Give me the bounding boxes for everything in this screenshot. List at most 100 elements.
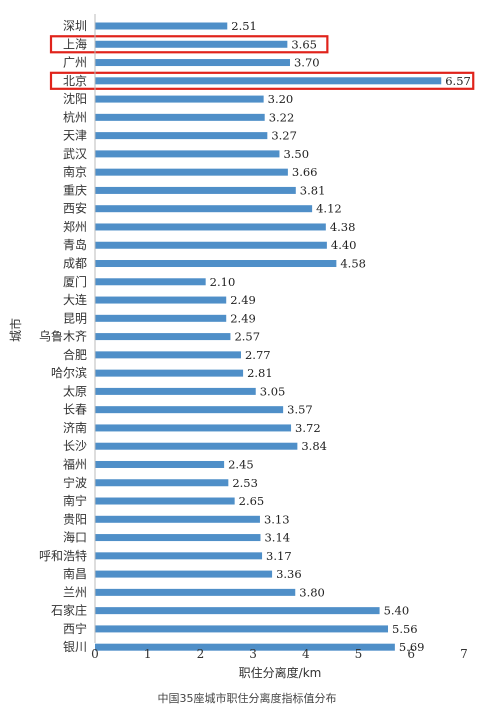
bar <box>95 314 227 322</box>
value-label: 3.81 <box>300 183 326 197</box>
value-label: 5.56 <box>392 622 418 636</box>
bar <box>95 333 231 341</box>
value-label: 4.38 <box>330 220 356 234</box>
category-label: 西安 <box>63 201 87 216</box>
bar <box>95 113 265 121</box>
category-label: 昆明 <box>63 311 87 325</box>
bar <box>95 40 288 48</box>
value-label: 3.57 <box>287 403 313 417</box>
bar <box>95 643 395 651</box>
category-label: 兰州 <box>63 585 87 599</box>
category-label: 长沙 <box>63 439 87 453</box>
bars-group <box>95 22 442 651</box>
value-label: 3.17 <box>266 549 292 563</box>
category-label: 石家庄 <box>51 603 87 618</box>
category-label: 沈阳 <box>63 91 87 106</box>
category-label: 郑州 <box>63 219 87 234</box>
bar <box>95 168 288 176</box>
value-label: 2.77 <box>245 348 271 362</box>
bar <box>95 77 442 85</box>
category-label: 福州 <box>63 456 87 471</box>
bar <box>95 205 313 213</box>
category-label: 哈尔滨 <box>51 365 87 380</box>
bar <box>95 515 260 523</box>
value-label: 2.53 <box>232 476 258 490</box>
bar <box>95 186 296 194</box>
value-label: 3.13 <box>264 512 290 526</box>
value-label: 3.65 <box>291 37 317 51</box>
value-label: 3.20 <box>268 92 294 106</box>
x-tick-label: 1 <box>144 647 152 661</box>
category-label: 重庆 <box>63 183 87 197</box>
bar <box>95 369 244 377</box>
category-label: 南京 <box>63 164 87 179</box>
x-axis: 0 1 2 3 4 5 6 7 <box>91 14 468 661</box>
value-label: 2.49 <box>230 311 256 325</box>
category-label: 青岛 <box>63 237 87 252</box>
bar <box>95 460 225 468</box>
category-labels: 深圳上海广州北京沈阳杭州天津武汉南京重庆西安郑州青岛成都厦门大连昆明乌鲁木齐合肥… <box>39 19 87 654</box>
value-label: 2.10 <box>210 275 236 289</box>
bar <box>95 296 227 304</box>
value-label: 3.36 <box>276 567 302 581</box>
bar <box>95 150 280 158</box>
category-label: 深圳 <box>63 19 87 33</box>
x-tick-label: 4 <box>302 647 310 661</box>
highlight-box <box>49 35 329 54</box>
bar <box>95 625 389 633</box>
value-label: 3.70 <box>294 56 320 70</box>
category-label: 乌鲁木齐 <box>39 329 87 344</box>
category-label: 武汉 <box>63 147 87 161</box>
value-label: 5.69 <box>399 640 425 654</box>
bar <box>95 59 290 67</box>
bar <box>95 588 296 596</box>
category-label: 贵阳 <box>63 512 87 526</box>
x-tick-label: 2 <box>197 647 205 661</box>
bar <box>95 132 268 140</box>
bar <box>95 406 284 414</box>
x-tick-label: 6 <box>407 647 415 661</box>
value-label: 4.58 <box>340 257 366 271</box>
bar <box>95 351 241 359</box>
x-axis-title: 职住分离度/km <box>239 665 322 680</box>
bar <box>95 479 229 487</box>
highlight-boxes <box>49 35 475 90</box>
x-tick-label: 0 <box>91 647 99 661</box>
x-tick-label: 7 <box>460 647 468 661</box>
category-label: 天津 <box>63 129 87 143</box>
value-label: 3.05 <box>260 384 286 398</box>
value-label: 3.66 <box>292 165 318 179</box>
category-label: 呼和浩特 <box>39 548 87 563</box>
bar <box>95 552 263 560</box>
category-label: 海口 <box>63 530 87 545</box>
value-label: 2.49 <box>230 293 256 307</box>
bar <box>95 497 235 505</box>
highlight-box <box>49 71 475 90</box>
category-label: 广州 <box>63 56 87 70</box>
bar <box>95 95 264 103</box>
value-label: 3.14 <box>264 531 290 545</box>
value-label: 6.57 <box>445 74 471 88</box>
x-tick-label: 5 <box>355 647 363 661</box>
value-label: 2.57 <box>234 330 260 344</box>
bar <box>95 22 228 30</box>
value-label: 2.45 <box>228 457 254 471</box>
bar <box>95 278 206 286</box>
category-label: 厦门 <box>63 274 87 289</box>
bar <box>95 534 261 542</box>
category-label: 长春 <box>63 403 87 417</box>
category-label: 银川 <box>63 640 87 654</box>
value-label: 3.80 <box>299 585 325 599</box>
value-label: 3.72 <box>295 421 321 435</box>
category-label: 大连 <box>63 292 87 307</box>
bar <box>95 607 380 615</box>
bar <box>95 260 337 268</box>
value-label: 3.84 <box>301 439 327 453</box>
category-label: 成都 <box>63 257 87 271</box>
value-label: 4.12 <box>316 202 342 216</box>
bar <box>95 442 298 450</box>
y-axis-title: 城市 <box>8 318 23 342</box>
bar <box>95 387 256 395</box>
